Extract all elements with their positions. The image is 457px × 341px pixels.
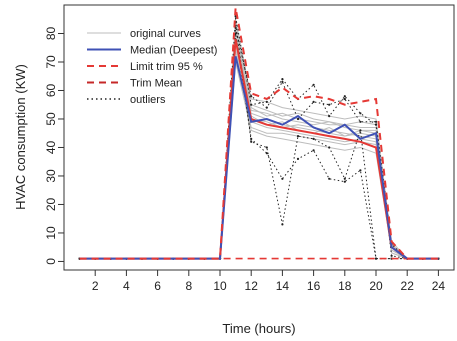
outlier-curve-1 [79,22,439,260]
outlier-point [265,100,268,103]
outlier-point [390,254,393,257]
outlier-point [374,257,378,260]
outlier-point [296,157,300,160]
legend-label-4: Trim Mean [130,78,182,90]
legend-label-3: Limit trim 95 % [130,61,203,73]
outlier-point [265,146,268,149]
outlier-point [312,137,315,140]
x-tick-label: 14 [276,279,290,293]
x-tick-label: 22 [401,279,415,293]
outlier-point [359,129,362,132]
outlier-point [281,80,284,83]
legend: original curves Median (Deepest) Limit tri… [87,28,217,106]
x-tick-label: 4 [123,279,130,293]
outlier-point [312,149,315,152]
outlier-point [296,135,300,138]
x-tick-label: 18 [338,279,352,293]
outlier-point [359,120,362,123]
legend-label-1: original curves [130,28,201,40]
outlier-point [312,83,315,86]
outlier-point [265,106,268,109]
outlier-point [250,103,253,106]
original-curve-4 [79,61,439,260]
outlier-point [296,117,300,121]
y-tick-label: 30 [44,169,58,183]
outlier-point [359,169,362,172]
outlier-point [328,103,331,106]
outlier-point [281,177,284,180]
outlier-point [250,137,253,140]
outlier-point [328,177,331,180]
x-axis-title: Time (hours) [222,321,295,336]
y-axis: 0 10 20 30 40 50 60 70 80 [44,27,65,265]
y-tick-label: 80 [44,27,58,41]
y-tick-label: 50 [44,112,58,126]
y-tick-label: 10 [44,226,58,240]
x-tick-label: 2 [92,279,99,293]
x-tick-label: 8 [185,279,192,293]
outlier-point [343,95,346,98]
legend-label-2: Median (Deepest) [130,45,217,57]
outlier-point [312,100,315,103]
x-tick-label: 10 [213,279,227,293]
outlier-point [343,180,346,183]
limit-trim-upper-line [79,7,439,260]
x-tick-label: 20 [369,279,383,293]
y-tick-label: 70 [44,55,58,69]
x-tick-label: 6 [154,279,161,293]
outlier-point [343,97,346,101]
legend-label-5: outliers [130,94,166,106]
x-tick-label: 24 [432,279,446,293]
outlier-point [328,146,331,149]
y-tick-label: 20 [44,197,58,211]
median-line [79,56,439,260]
original-curve-3 [79,24,439,260]
outlier-point [343,177,346,180]
outlier-point [265,152,268,155]
y-tick-label: 60 [44,83,58,97]
outlier-point [374,120,378,123]
outlier-point [359,112,362,115]
y-tick-label: 40 [44,140,58,154]
plot-frame [63,4,455,271]
outlier-curve-2 [79,16,439,260]
y-axis-title: HVAC consumption (KW) [13,64,28,210]
x-tick-label: 12 [245,279,259,293]
outlier-point [328,115,331,118]
curves-layer [78,7,440,260]
outlier-point [281,223,284,226]
x-axis: 2 4 6 8 10 12 14 16 18 20 22 24 [92,269,446,293]
outlier-point [250,140,253,143]
outlier-point [281,78,284,81]
y-tick-label: 0 [44,258,58,265]
original-curve-10 [79,41,439,260]
x-tick-label: 16 [307,279,321,293]
outlier-point [250,95,253,98]
